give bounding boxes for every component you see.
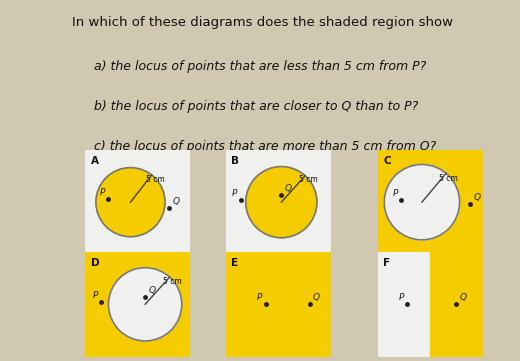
Text: Q: Q: [460, 293, 467, 302]
Circle shape: [96, 168, 165, 237]
Text: Q: Q: [313, 293, 320, 302]
Text: P: P: [232, 189, 237, 198]
Text: Q: Q: [148, 286, 155, 295]
Text: 5 cm: 5 cm: [298, 175, 317, 184]
Text: P: P: [100, 188, 106, 197]
Text: In which of these diagrams does the shaded region show: In which of these diagrams does the shad…: [72, 16, 453, 29]
Bar: [431, 252, 483, 357]
Text: P: P: [399, 293, 404, 302]
Circle shape: [384, 165, 460, 240]
Circle shape: [246, 166, 317, 238]
Text: D: D: [90, 258, 99, 268]
Text: P: P: [93, 291, 98, 300]
Text: P: P: [393, 189, 398, 198]
Circle shape: [109, 268, 182, 341]
Text: a) the locus of points that are less than 5 cm from P?: a) the locus of points that are less tha…: [95, 60, 427, 73]
Text: 5 cm: 5 cm: [439, 174, 458, 183]
Text: A: A: [90, 156, 99, 166]
Text: F: F: [383, 258, 391, 268]
Text: C: C: [383, 156, 391, 166]
Text: Q: Q: [473, 193, 480, 202]
Text: 5 cm: 5 cm: [146, 175, 165, 184]
Text: B: B: [231, 156, 239, 166]
Text: Q: Q: [172, 197, 179, 206]
Text: 5 cm: 5 cm: [163, 277, 181, 286]
Text: P: P: [257, 293, 263, 302]
Text: c) the locus of points that are more than 5 cm from Q?: c) the locus of points that are more tha…: [95, 140, 437, 153]
Text: b) the locus of points that are closer to Q than to P?: b) the locus of points that are closer t…: [95, 100, 419, 113]
Text: Q: Q: [284, 184, 292, 193]
Text: E: E: [231, 258, 238, 268]
